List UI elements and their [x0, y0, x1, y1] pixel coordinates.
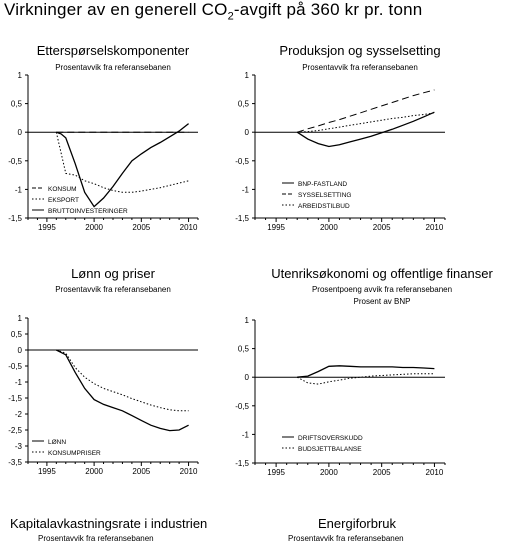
panel-subtitle-kapitalavkastning: Prosentavvik fra referansebanen [38, 534, 154, 543]
x-tick-label: 2005 [373, 468, 391, 477]
y-tick-label: -1,5 [8, 214, 22, 223]
legend-label: DRIFTSOVERSKUDD [298, 435, 363, 442]
series-line-l-nn [56, 349, 189, 432]
figure-title-subscript: 2 [227, 10, 234, 23]
x-tick-label: 2005 [132, 467, 150, 476]
x-tick-label: 1995 [267, 223, 285, 232]
panel-title: Utenriksøkonomi og offentlige finanser [271, 266, 493, 281]
y-tick-label: 0,5 [238, 100, 250, 109]
x-tick-label: 1995 [38, 467, 56, 476]
y-tick-label: -1,5 [8, 394, 22, 403]
legend-label: BUDSJETTBALANSE [298, 446, 362, 453]
y-tick-label: -1 [242, 430, 250, 439]
y-tick-label: 0 [245, 373, 250, 382]
panel-subtitle: Prosentavvik fra referansebanen [55, 285, 171, 294]
series-line-eksport [55, 132, 189, 193]
y-tick-label: -0,5 [235, 402, 249, 411]
panel-subtitle: Prosentavvik fra referansebanen [302, 63, 418, 72]
x-tick-label: 2000 [320, 223, 338, 232]
series-line-arbeidstilbud [297, 112, 435, 133]
panel-3: Lønn og priser Prosentavvik fra referanse… [8, 266, 199, 476]
y-tick-label: -0,5 [235, 157, 249, 166]
x-tick-label: 2010 [426, 468, 444, 477]
y-tick-label: -1,5 [235, 459, 249, 468]
series-line-driftsoverskudd [297, 365, 435, 378]
x-tick-label: 2000 [85, 223, 103, 232]
legend-label: LØNN [48, 439, 66, 446]
legend-label: BNP-FASTLAND [298, 181, 347, 188]
panel-subtitle: Prosentpoeng avvik fra referansebanen [312, 285, 452, 294]
x-tick-label: 2010 [180, 223, 198, 232]
y-tick-label: -0,5 [8, 362, 22, 371]
y-tick-label: 1 [245, 71, 250, 80]
x-tick-label: 2000 [85, 467, 103, 476]
panel-2: Produksjon og sysselsetting Prosentavvik … [235, 43, 446, 232]
series-line-konsumpriser [56, 349, 189, 412]
x-tick-label: 2005 [132, 223, 150, 232]
panel-title: Lønn og priser [71, 266, 155, 281]
x-tick-label: 2000 [320, 468, 338, 477]
y-tick-label: -2,5 [8, 426, 22, 435]
y-tick-label: -2 [15, 410, 23, 419]
y-tick-label: 1 [18, 314, 23, 323]
panel-subtitle-2: Prosent av BNP [354, 297, 411, 306]
series-line-sysselsetting [297, 89, 435, 133]
figure-title-rest: -avgift på 360 kr pr. tonn [233, 0, 423, 19]
legend-label: KONSUMPRISER [48, 450, 101, 457]
legend-label: SYSSELSETTING [298, 192, 351, 199]
y-tick-label: -1 [15, 185, 23, 194]
panel-title: Etterspørselskomponenter [37, 43, 190, 58]
panel-title-kapitalavkastning: Kapitalavkastningsrate i industrien [10, 516, 208, 531]
legend-label: KONSUM [48, 186, 77, 193]
panel-title-energiforbruk: Energiforbruk [318, 516, 397, 531]
series-line-bnp-fastland [296, 111, 435, 148]
x-tick-label: 1995 [38, 223, 56, 232]
y-tick-label: 0 [18, 346, 23, 355]
series-line-budsjettbalanse [296, 373, 435, 385]
y-tick-label: -1 [242, 185, 250, 194]
series-line-bruttoinvesteringer [56, 123, 190, 208]
x-tick-label: 2010 [180, 467, 198, 476]
legend-label: BRUTTOINVESTERINGER [48, 208, 128, 215]
y-tick-label: -1,5 [235, 214, 249, 223]
x-tick-label: 2010 [426, 223, 444, 232]
panel-subtitle: Prosentavvik fra referansebanen [55, 63, 171, 72]
y-tick-label: 0,5 [238, 345, 250, 354]
y-tick-label: 0 [245, 128, 250, 137]
panel-subtitle-energiforbruk: Prosentavvik fra referansebanen [288, 534, 404, 543]
panel-title: Produksjon og sysselsetting [279, 43, 440, 58]
y-tick-label: -0,5 [8, 157, 22, 166]
y-tick-label: 1 [245, 316, 250, 325]
panel-4: Utenriksøkonomi og offentlige finanser Pr… [235, 266, 493, 477]
y-tick-label: -1 [15, 378, 23, 387]
legend-label: ARBEIDSTILBUD [298, 203, 350, 210]
figure-title-main: Virkninger av en generell CO [4, 0, 228, 19]
legend-label: EKSPORT [48, 197, 79, 204]
y-tick-label: -3,5 [8, 458, 22, 467]
y-tick-label: 1 [18, 71, 23, 80]
y-tick-label: -3 [15, 442, 23, 451]
panel-1: Etterspørselskomponenter Prosentavvik fra… [8, 43, 199, 232]
y-tick-label: 0,5 [11, 100, 23, 109]
x-tick-label: 1995 [267, 468, 285, 477]
figure-title: Virkninger av en generell CO2-avgift på … [4, 0, 422, 22]
x-tick-label: 2005 [373, 223, 391, 232]
y-tick-label: 0 [18, 128, 23, 137]
y-tick-label: 0,5 [11, 330, 23, 339]
